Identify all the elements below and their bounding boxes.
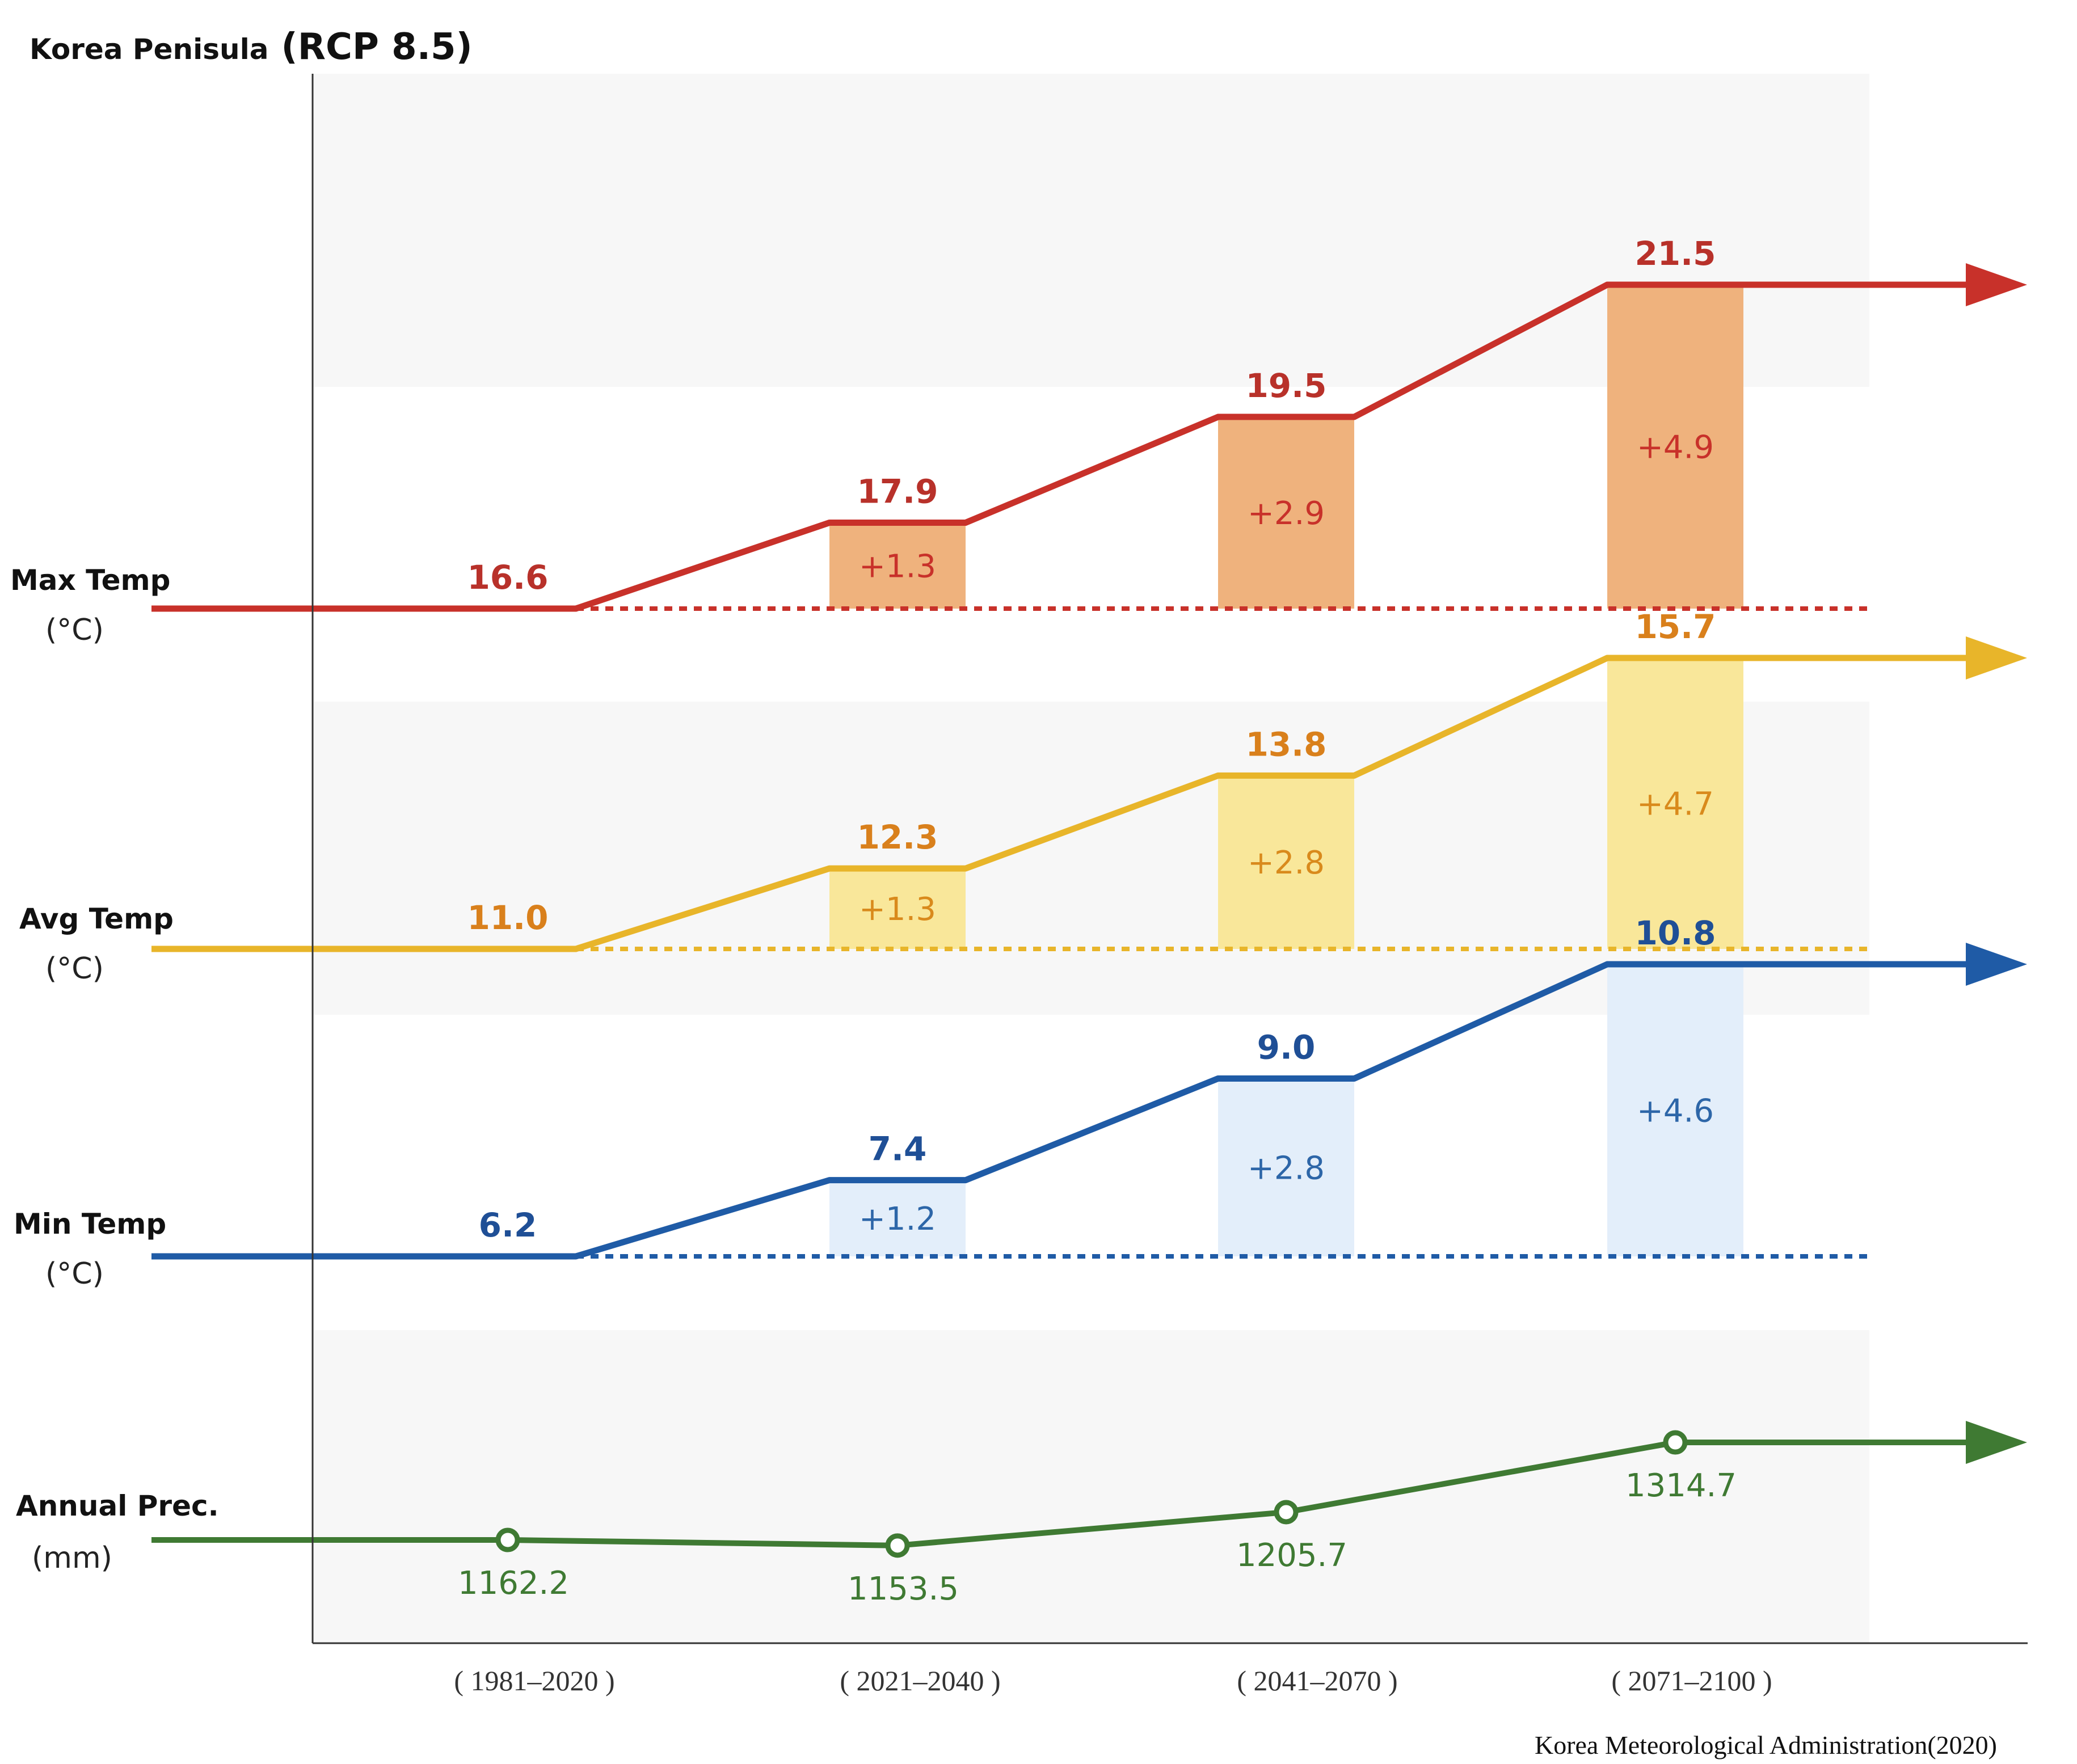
delta-bar-avg-1 [829,868,966,949]
source-label: Korea Meteorological Administration(2020… [1535,1731,1997,1759]
series-line-avg [151,655,1977,952]
period-label-3: ( 2041–2070 ) [1237,1665,1397,1697]
series-unit-prec: (mm) [32,1541,112,1575]
delta-label-min-3: +4.6 [1637,1093,1714,1130]
value-label-min-1: 6.2 [479,1206,537,1244]
delta-bar-min-2 [1218,1078,1354,1256]
delta-bars [829,285,1743,1256]
background-band-3 [314,1330,1869,1643]
delta-label-max-3: +4.9 [1637,429,1714,466]
delta-bar-avg-3 [1607,658,1743,949]
value-label-max-1: 16.6 [467,558,548,597]
series-name-avg: Avg Temp [19,902,174,935]
delta-label-min-1: +1.2 [859,1201,936,1238]
data-point-prec-1 [495,1527,520,1552]
value-label-prec-2: 1153.5 [848,1571,959,1607]
arrow-head-min [1966,943,2027,986]
period-label-2: ( 2021–2040 ) [840,1665,1000,1697]
series-unit-avg: (°C) [45,952,104,986]
delta-bar-min-3 [1607,964,1743,1256]
data-labels: 16.6 17.9 19.5 21.5 +1.3 +2.9 +4.9 11.0 12.3 13.8… [458,234,1737,1607]
series-line-min [151,961,1977,1260]
data-point-prec-4 [1663,1430,1688,1455]
delta-bar-min-1 [829,1180,966,1256]
chart-title: Korea Penisula (RCP 8.5) [30,26,473,68]
series-name-min: Min Temp [14,1208,166,1240]
data-point-prec-2 [885,1533,910,1558]
series-line-prec [151,1440,1977,1548]
series-unit-max: (°C) [45,613,104,647]
delta-label-avg-3: +4.7 [1637,786,1714,823]
value-label-min-2: 7.4 [869,1130,927,1168]
delta-bar-avg-2 [1218,775,1354,949]
value-label-min-4: 10.8 [1634,914,1716,952]
delta-label-max-2: +2.9 [1248,495,1325,532]
value-label-prec-4: 1314.7 [1625,1467,1737,1504]
period-label-1: ( 1981–2020 ) [454,1665,614,1697]
value-label-max-2: 17.9 [857,472,938,511]
series-name-max: Max Temp [10,564,170,597]
value-label-avg-3: 13.8 [1245,725,1326,763]
period-label-4: ( 2071–2100 ) [1611,1665,1772,1697]
value-label-avg-4: 15.7 [1634,607,1716,646]
value-label-avg-1: 11.0 [467,898,548,937]
arrow-head-prec [1966,1421,2027,1464]
delta-bar-max-3 [1607,285,1743,609]
series-name-prec: Annual Prec. [16,1489,219,1522]
value-label-max-4: 21.5 [1634,234,1716,273]
delta-label-max-1: +1.3 [859,548,936,585]
series-lines [151,263,2027,1558]
delta-bar-max-1 [829,522,966,609]
series-unit-min: (°C) [45,1257,104,1291]
value-label-prec-1: 1162.2 [458,1565,569,1602]
arrow-head-max [1966,263,2027,306]
data-point-prec-3 [1274,1500,1299,1525]
arrow-head-avg [1966,636,2027,680]
delta-label-avg-1: +1.3 [859,891,936,928]
value-label-avg-2: 12.3 [857,818,938,856]
delta-bar-max-2 [1218,417,1354,609]
value-label-max-3: 19.5 [1245,366,1326,405]
delta-label-min-2: +2.8 [1248,1150,1325,1187]
value-label-min-3: 9.0 [1257,1028,1316,1067]
value-label-prec-3: 1205.7 [1236,1537,1347,1574]
delta-label-avg-2: +2.8 [1248,845,1325,881]
series-line-max [151,281,1977,612]
